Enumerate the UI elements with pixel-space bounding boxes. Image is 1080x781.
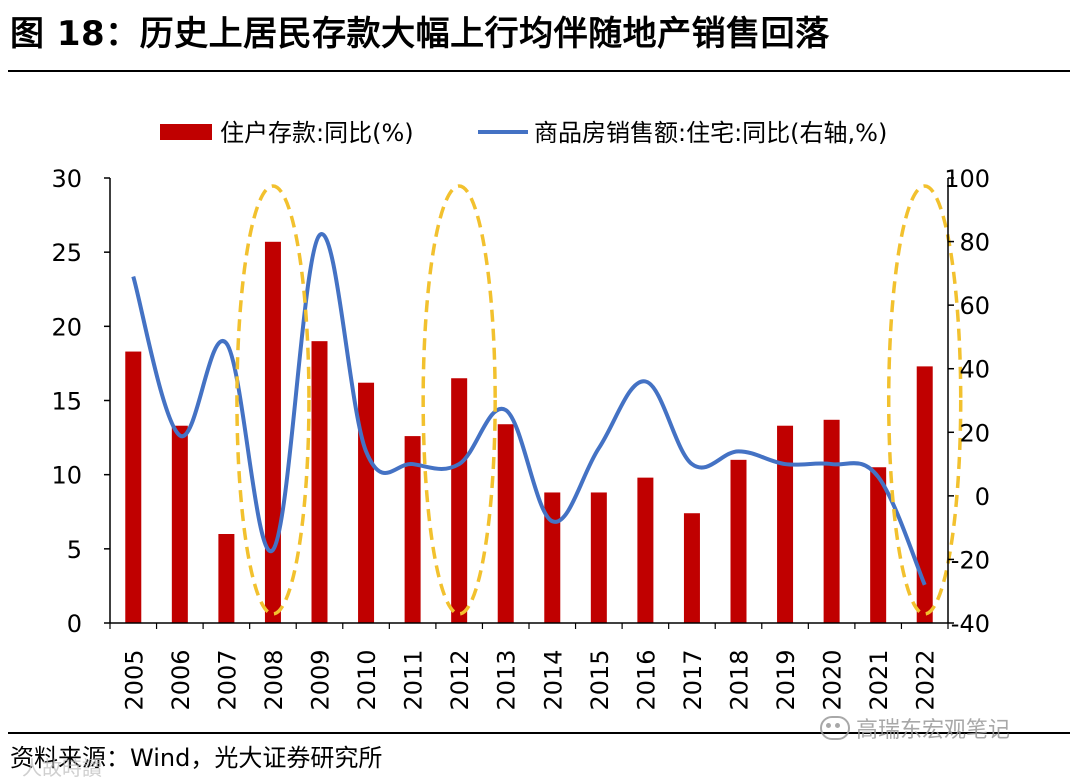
right-tick-label: 80 [959, 229, 990, 257]
left-tick-label: 0 [67, 610, 82, 638]
corner-watermark: 人故時讀 [22, 752, 102, 781]
left-tick-label: 5 [67, 536, 82, 564]
right-tick-label: 100 [944, 165, 990, 193]
bar-2017 [684, 513, 700, 623]
x-tick-label-2009: 2009 [307, 649, 335, 710]
right-tick-label: -20 [951, 546, 990, 574]
wechat-watermark: 高瑞东宏观笔记 [820, 712, 1010, 744]
x-tick-label-2022: 2022 [912, 649, 940, 710]
bar-2009 [312, 341, 328, 623]
left-tick-label: 10 [51, 462, 82, 490]
bar-2012 [451, 378, 467, 623]
left-tick-label: 25 [51, 239, 82, 267]
right-tick-label: -40 [951, 610, 990, 638]
bar-2005 [125, 352, 141, 623]
watermark-text: 高瑞东宏观笔记 [856, 712, 1010, 744]
x-tick-label-2011: 2011 [400, 649, 428, 710]
x-tick-label-2010: 2010 [353, 649, 381, 710]
right-tick-label: 40 [959, 356, 990, 384]
legend-bar-swatch [160, 124, 212, 140]
x-tick-label-2006: 2006 [167, 649, 195, 710]
x-tick-label-2020: 2020 [819, 649, 847, 710]
right-tick-label: 60 [959, 292, 990, 320]
x-tick-label-2017: 2017 [679, 649, 707, 710]
x-tick-label-2012: 2012 [446, 649, 474, 710]
x-tick-label-2021: 2021 [865, 649, 893, 710]
legend-line-label: 商品房销售额:住宅:同比(右轴,%) [534, 119, 887, 147]
bar-2020 [824, 420, 840, 623]
x-tick-label-2014: 2014 [539, 649, 567, 710]
wechat-icon [820, 716, 850, 740]
sales-growth-line [133, 234, 924, 585]
x-tick-label-2008: 2008 [260, 649, 288, 710]
bar-2013 [498, 424, 514, 623]
x-tick-label-2016: 2016 [632, 649, 660, 710]
legend-bar-label: 住户存款:同比(%) [220, 119, 414, 147]
bar-2007 [218, 534, 234, 623]
bar-2021 [870, 467, 886, 623]
x-tick-label-2019: 2019 [772, 649, 800, 710]
right-tick-label: 20 [959, 419, 990, 447]
left-tick-label: 15 [51, 388, 82, 416]
x-tick-label-2007: 2007 [213, 649, 241, 710]
bar-2015 [591, 492, 607, 623]
x-tick-label-2015: 2015 [586, 649, 614, 710]
left-tick-label: 30 [51, 165, 82, 193]
x-tick-label-2013: 2013 [493, 649, 521, 710]
x-tick-label-2018: 2018 [726, 649, 754, 710]
bar-2008 [265, 242, 281, 623]
left-tick-label: 20 [51, 313, 82, 341]
bar-2006 [172, 426, 188, 623]
bar-2018 [731, 460, 747, 623]
right-tick-label: 0 [975, 483, 990, 511]
bar-2016 [637, 478, 653, 623]
bar-2010 [358, 383, 374, 623]
x-tick-label-2005: 2005 [120, 649, 148, 710]
bar-2019 [777, 426, 793, 623]
